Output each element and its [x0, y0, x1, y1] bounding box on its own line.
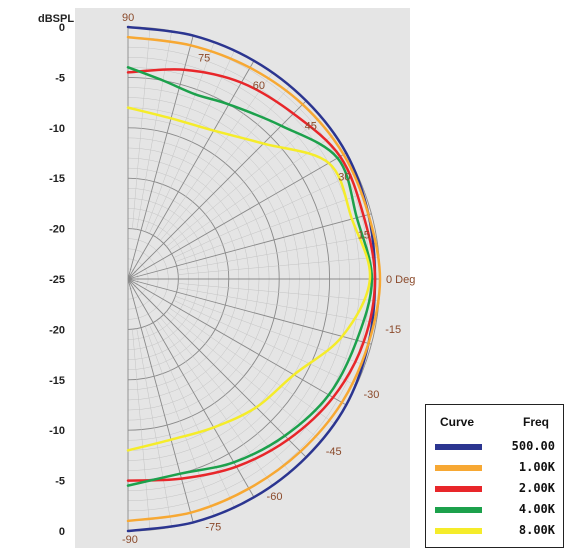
series-layer	[126, 25, 382, 533]
legend-swatch	[435, 507, 482, 513]
legend-freq-label: 8.00K	[518, 523, 555, 537]
angle-tick-label: 75	[198, 53, 210, 65]
legend: Curve Freq 500.00 1.00K 2.00K 4.00K 8.00K	[425, 404, 564, 548]
grid-spoke	[175, 192, 365, 262]
angle-tick-label: 15	[358, 229, 370, 241]
radial-tick-label: -25	[49, 274, 65, 286]
grid-spoke	[127, 278, 307, 458]
legend-swatch	[435, 486, 482, 492]
radial-tick-label: 0	[59, 22, 65, 34]
grid-spoke	[127, 278, 194, 523]
grid-spoke	[132, 329, 151, 531]
radial-tick-label: 0	[59, 526, 65, 538]
radial-tick-label: -15	[49, 173, 65, 185]
radial-tick-label: -15	[49, 375, 65, 387]
grid-spoke	[127, 35, 194, 280]
grid-spoke	[177, 287, 377, 324]
grid-spoke	[145, 42, 215, 232]
grid-spoke	[175, 296, 365, 366]
angle-tick-label: 30	[338, 171, 350, 183]
radial-tick-label: -20	[49, 324, 65, 336]
radial-tick-label: -20	[49, 224, 65, 236]
legend-freq-label: 1.00K	[518, 460, 555, 474]
series-line-8.00K	[126, 106, 372, 452]
grid-spoke	[173, 172, 357, 258]
angle-tick-label: 0 Deg	[386, 274, 415, 286]
grid-spoke	[127, 278, 347, 406]
angle-tick-label: 60	[253, 80, 265, 92]
grid-spoke	[160, 85, 291, 241]
angle-tick-label: -75	[205, 522, 221, 534]
polar-grid	[127, 26, 381, 532]
legend-item: 4.00K	[426, 500, 563, 520]
grid-spoke	[136, 328, 173, 528]
grid-spoke	[145, 326, 215, 516]
series-line-2.00K	[126, 68, 377, 482]
series-line-1.00K	[126, 35, 382, 523]
radial-tick-labels: dBSPL 0 -5 -10 -15 -20 -25 -20 -15 -10 -5 0	[38, 13, 74, 538]
legend-item: 1.00K	[426, 458, 563, 478]
angle-tick-label: -90	[122, 534, 138, 546]
legend-freq-label: 500.00	[511, 439, 555, 453]
grid-spoke	[127, 100, 307, 280]
legend-item: 2.00K	[426, 479, 563, 499]
grid-spoke	[127, 213, 372, 280]
grid-spoke	[156, 72, 273, 238]
legend-freq-label: 2.00K	[518, 481, 555, 495]
angle-tick-label: -45	[326, 446, 342, 458]
legend-swatch	[435, 465, 482, 471]
grid-spoke	[127, 278, 255, 498]
radial-tick-label: -10	[49, 123, 65, 135]
legend-header-curve: Curve	[440, 415, 475, 429]
legend-freq-label: 4.00K	[518, 502, 555, 516]
legend-swatch	[435, 444, 482, 450]
radial-tick-label: -5	[55, 72, 65, 84]
radial-tick-label: -5	[55, 476, 65, 488]
grid-spoke	[149, 50, 235, 234]
legend-swatch	[435, 528, 482, 534]
series-line-4.00K	[126, 66, 374, 487]
radial-tick-label: -10	[49, 425, 65, 437]
grid-spoke	[178, 283, 380, 302]
grid-spoke	[127, 152, 347, 280]
angle-tick-label: -60	[267, 491, 283, 503]
grid-spoke	[169, 307, 335, 424]
grid-spoke	[127, 278, 372, 345]
angle-tick-label: 45	[305, 121, 317, 133]
angle-tick-label: -30	[364, 389, 380, 401]
grid-spoke	[178, 256, 380, 275]
grid-spoke	[166, 311, 322, 442]
grid-spoke	[156, 320, 273, 486]
grid-spoke	[149, 324, 235, 508]
legend-item: 8.00K	[426, 521, 563, 541]
angle-tick-label: 90	[122, 12, 134, 24]
angle-tick-label: -15	[385, 324, 401, 336]
grid-spoke	[136, 30, 173, 230]
grid-spoke	[173, 300, 357, 386]
radial-unit-label: dBSPL	[38, 13, 74, 25]
grid-spoke	[132, 27, 151, 229]
angle-tick-labels: 90 75 60 45 30 15 0 Deg -15 -30 -45 -60 -75 -90	[122, 12, 415, 546]
legend-item: 500.00	[426, 437, 563, 457]
grid-spoke	[177, 234, 377, 271]
grid-spoke	[127, 60, 255, 280]
legend-header-freq: Freq	[523, 415, 550, 429]
grid-spoke	[166, 116, 322, 247]
